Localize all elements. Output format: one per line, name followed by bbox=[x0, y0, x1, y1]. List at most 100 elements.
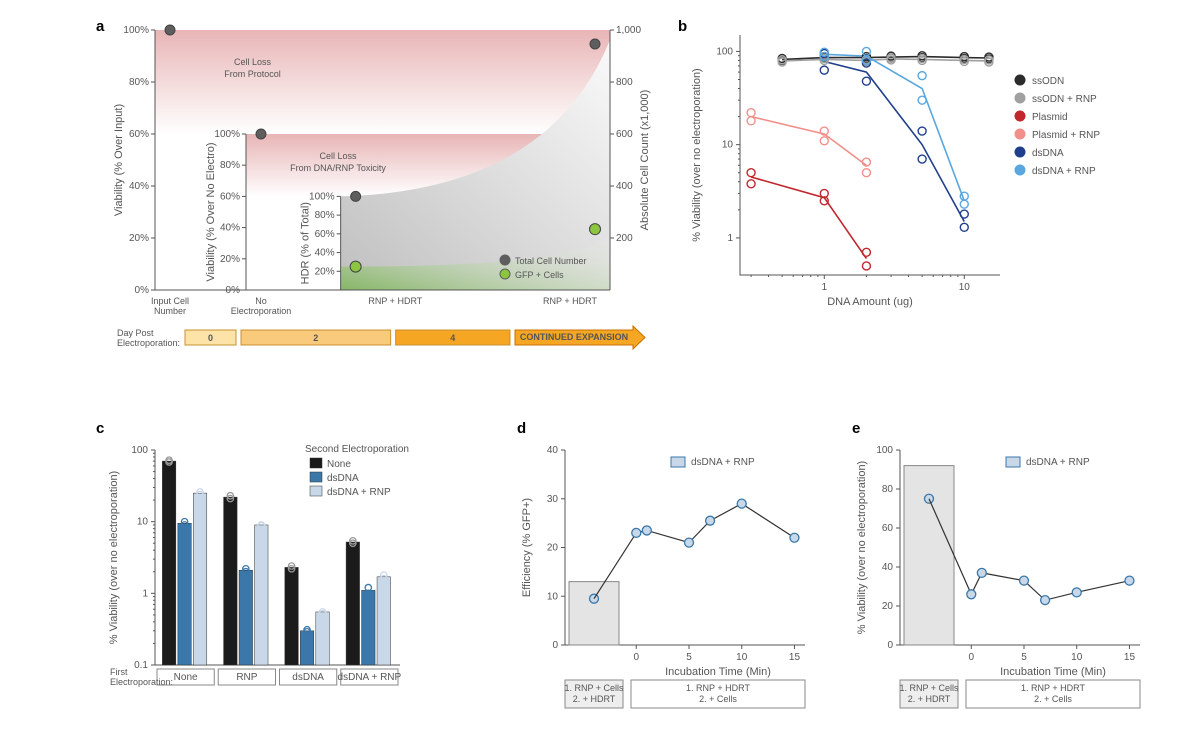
svg-text:dsDNA: dsDNA bbox=[327, 473, 359, 484]
svg-text:80: 80 bbox=[882, 484, 894, 495]
svg-text:% Viability (over no electropo: % Viability (over no electroporation) bbox=[691, 68, 703, 241]
svg-text:HDR (% of Total): HDR (% of Total) bbox=[300, 202, 312, 284]
svg-text:0.1: 0.1 bbox=[134, 660, 148, 671]
svg-text:Day Post: Day Post bbox=[117, 328, 154, 338]
svg-text:First: First bbox=[110, 667, 128, 677]
svg-text:40: 40 bbox=[547, 445, 559, 456]
svg-text:Cell Loss: Cell Loss bbox=[234, 57, 272, 67]
svg-text:None: None bbox=[327, 459, 351, 470]
svg-text:RNP + HDRT: RNP + HDRT bbox=[543, 296, 597, 306]
svg-text:dsDNA: dsDNA bbox=[292, 672, 324, 683]
svg-text:Electroporation:: Electroporation: bbox=[110, 677, 173, 687]
svg-text:None: None bbox=[174, 672, 198, 683]
svg-text:1: 1 bbox=[821, 282, 827, 293]
svg-text:0: 0 bbox=[887, 640, 893, 651]
svg-text:2: 2 bbox=[313, 333, 318, 343]
svg-text:Viability (% Over Input): Viability (% Over Input) bbox=[113, 104, 125, 216]
svg-text:dsDNA: dsDNA bbox=[1032, 148, 1064, 159]
svg-text:0: 0 bbox=[552, 640, 558, 651]
svg-text:CONTINUED EXPANSION: CONTINUED EXPANSION bbox=[520, 332, 628, 342]
svg-text:100: 100 bbox=[716, 46, 733, 57]
panel-d-chart: 010203040Efficiency (% GFP+)051015Incuba… bbox=[510, 435, 830, 725]
svg-text:4: 4 bbox=[450, 333, 455, 343]
svg-text:Electroporation: Electroporation bbox=[231, 306, 292, 316]
svg-text:1,000: 1,000 bbox=[616, 25, 641, 36]
svg-text:400: 400 bbox=[616, 181, 633, 192]
svg-text:1. RNP + HDRT: 1. RNP + HDRT bbox=[1021, 683, 1085, 693]
svg-text:10: 10 bbox=[736, 652, 748, 663]
svg-text:40%: 40% bbox=[220, 223, 240, 234]
svg-text:RNP: RNP bbox=[236, 672, 257, 683]
svg-text:60%: 60% bbox=[315, 229, 335, 240]
svg-text:DNA Amount (ug): DNA Amount (ug) bbox=[827, 296, 913, 308]
svg-text:40%: 40% bbox=[129, 181, 149, 192]
svg-text:20: 20 bbox=[882, 601, 894, 612]
svg-text:From Protocol: From Protocol bbox=[224, 69, 281, 79]
panel-c-chart: 0.1 1 10 100 % Viability (over no electropor… bbox=[100, 435, 480, 725]
svg-text:1. RNP + Cells: 1. RNP + Cells bbox=[899, 683, 959, 693]
svg-text:10: 10 bbox=[547, 591, 559, 602]
svg-text:Cell Loss: Cell Loss bbox=[319, 151, 357, 161]
svg-text:Incubation Time (Min): Incubation Time (Min) bbox=[1000, 666, 1106, 678]
svg-text:1: 1 bbox=[727, 233, 733, 244]
svg-text:0%: 0% bbox=[135, 285, 150, 296]
svg-text:No: No bbox=[255, 296, 267, 306]
svg-text:20%: 20% bbox=[129, 233, 149, 244]
svg-text:% Viability (over no electropo: % Viability (over no electroporation) bbox=[856, 461, 868, 634]
svg-text:600: 600 bbox=[616, 129, 633, 140]
svg-text:60: 60 bbox=[882, 523, 894, 534]
svg-text:2. + HDRT: 2. + HDRT bbox=[908, 694, 951, 704]
svg-text:RNP + HDRT: RNP + HDRT bbox=[368, 296, 422, 306]
svg-text:Plasmid: Plasmid bbox=[1032, 112, 1068, 123]
svg-text:10: 10 bbox=[722, 140, 734, 151]
svg-text:60%: 60% bbox=[220, 191, 240, 202]
svg-text:ssODN + RNP: ssODN + RNP bbox=[1032, 94, 1097, 105]
svg-text:15: 15 bbox=[1124, 652, 1136, 663]
svg-text:dsDNA + RNP: dsDNA + RNP bbox=[338, 672, 402, 683]
svg-text:Second Electroporation: Second Electroporation bbox=[305, 444, 409, 455]
svg-text:20%: 20% bbox=[220, 254, 240, 265]
svg-text:200: 200 bbox=[616, 233, 633, 244]
svg-text:2. + Cells: 2. + Cells bbox=[1034, 694, 1072, 704]
svg-text:40%: 40% bbox=[315, 248, 335, 259]
svg-text:1. RNP + HDRT: 1. RNP + HDRT bbox=[686, 683, 750, 693]
svg-text:100%: 100% bbox=[123, 25, 149, 36]
svg-text:dsDNA + RNP: dsDNA + RNP bbox=[1032, 166, 1096, 177]
svg-text:60%: 60% bbox=[129, 129, 149, 140]
panel-a-label: a bbox=[96, 18, 104, 35]
svg-text:Absolute Cell Count (x1,000): Absolute Cell Count (x1,000) bbox=[639, 90, 651, 231]
svg-text:20%: 20% bbox=[315, 266, 335, 277]
svg-text:0%: 0% bbox=[226, 285, 241, 296]
svg-text:800: 800 bbox=[616, 77, 633, 88]
svg-text:dsDNA + RNP: dsDNA + RNP bbox=[1026, 457, 1090, 468]
svg-text:100%: 100% bbox=[309, 191, 335, 202]
svg-text:% Viability (over no electropo: % Viability (over no electroporation) bbox=[108, 471, 120, 644]
svg-text:Total Cell Number: Total Cell Number bbox=[515, 256, 587, 266]
svg-text:Input Cell: Input Cell bbox=[151, 296, 189, 306]
svg-text:15: 15 bbox=[789, 652, 801, 663]
svg-text:100%: 100% bbox=[214, 129, 240, 140]
svg-text:1: 1 bbox=[142, 588, 148, 599]
svg-text:Efficiency (% GFP+): Efficiency (% GFP+) bbox=[521, 498, 533, 597]
svg-text:40: 40 bbox=[882, 562, 894, 573]
svg-text:2. + HDRT: 2. + HDRT bbox=[573, 694, 616, 704]
svg-text:Incubation Time (Min): Incubation Time (Min) bbox=[665, 666, 771, 678]
svg-text:10: 10 bbox=[137, 517, 149, 528]
svg-text:20: 20 bbox=[547, 543, 559, 554]
panel-a-chart: 0%20%40%60%80%100%Viability (% Over Inpu… bbox=[110, 20, 660, 390]
svg-text:0: 0 bbox=[968, 652, 974, 663]
svg-text:80%: 80% bbox=[129, 77, 149, 88]
svg-text:Electroporation:: Electroporation: bbox=[117, 338, 180, 348]
svg-text:80%: 80% bbox=[315, 210, 335, 221]
svg-text:Plasmid + RNP: Plasmid + RNP bbox=[1032, 130, 1100, 141]
svg-text:Number: Number bbox=[154, 306, 186, 316]
svg-text:2. + Cells: 2. + Cells bbox=[699, 694, 737, 704]
svg-text:80%: 80% bbox=[220, 160, 240, 171]
svg-text:100: 100 bbox=[876, 445, 893, 456]
svg-text:10: 10 bbox=[959, 282, 971, 293]
svg-text:ssODN: ssODN bbox=[1032, 76, 1064, 87]
svg-text:dsDNA + RNP: dsDNA + RNP bbox=[691, 457, 755, 468]
svg-text:dsDNA + RNP: dsDNA + RNP bbox=[327, 487, 391, 498]
svg-text:Viability (% Over No Electro): Viability (% Over No Electro) bbox=[205, 142, 217, 281]
svg-text:100: 100 bbox=[131, 445, 148, 456]
